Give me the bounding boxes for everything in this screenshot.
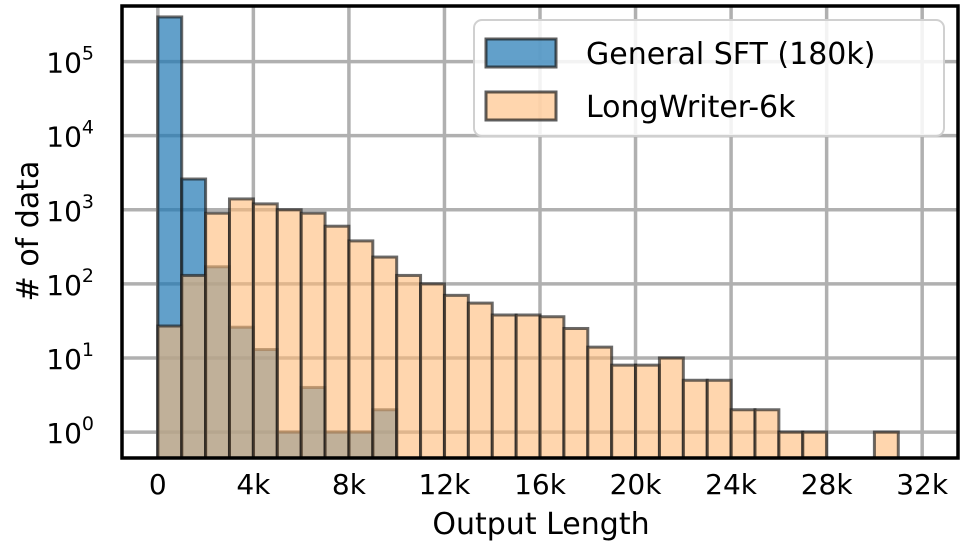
x-tick-label: 24k	[705, 468, 758, 501]
y-tick-label: 102	[46, 265, 94, 302]
legend: General SFT (180k) LongWriter-6k	[473, 19, 945, 137]
histogram-bar	[442, 293, 470, 460]
y-tick-base: 10	[46, 417, 82, 450]
series-longwriter	[156, 197, 900, 460]
y-axis-label: # of data	[11, 161, 46, 302]
histogram-bar	[634, 363, 661, 460]
histogram-bar	[753, 408, 781, 460]
x-tick-label: 12k	[419, 468, 472, 501]
y-tick-exponent: 5	[82, 43, 94, 65]
histogram-bar	[395, 273, 423, 460]
y-tick-label: 104	[46, 117, 94, 154]
x-tick-label: 16k	[514, 468, 567, 501]
y-tick-label: 100	[46, 413, 94, 450]
histogram-bar	[156, 324, 184, 460]
legend-swatch	[484, 37, 558, 69]
histogram-bar	[538, 315, 566, 460]
x-tick-label: 32k	[896, 468, 949, 501]
y-tick-label: 101	[46, 339, 94, 376]
x-tick-label: 0	[149, 468, 167, 501]
legend-label: LongWriter-6k	[586, 90, 796, 125]
histogram-bar	[204, 211, 231, 460]
legend-label: General SFT (180k)	[586, 37, 875, 72]
histogram-bar	[299, 211, 327, 460]
y-tick-exponent: 0	[82, 413, 94, 435]
legend-box	[473, 19, 945, 137]
plot-border	[120, 4, 960, 460]
y-tick-base: 10	[46, 343, 82, 376]
legend-swatch	[484, 90, 558, 122]
histogram-bar	[514, 313, 542, 460]
histogram-bar	[777, 430, 805, 460]
x-tick-label: 20k	[610, 468, 663, 501]
x-tick-label: 8k	[332, 468, 367, 501]
histogram-bar	[586, 345, 614, 460]
histogram-bar	[251, 202, 279, 460]
y-tick-base: 10	[46, 195, 82, 228]
y-tick-exponent: 3	[82, 191, 94, 213]
histogram-bar	[801, 430, 829, 460]
histogram-bar	[490, 313, 518, 460]
histogram-bar	[657, 356, 685, 460]
x-axis-label: Output Length	[432, 507, 649, 542]
histogram-bar	[562, 326, 590, 460]
histogram-bar	[610, 363, 638, 460]
histogram-bar	[227, 197, 255, 460]
y-tick-label: 105	[46, 43, 94, 80]
x-tick-label: 4k	[236, 468, 271, 501]
histogram-bar	[729, 408, 757, 460]
y-tick-base: 10	[46, 121, 82, 154]
histogram-bar	[323, 224, 351, 460]
x-tick-label: 28k	[801, 468, 854, 501]
y-tick-base: 10	[46, 269, 82, 302]
plot-frame	[120, 4, 960, 460]
y-tick-base: 10	[46, 47, 82, 80]
histogram-bar	[275, 208, 303, 460]
histogram-bar	[872, 430, 900, 460]
histogram-bar	[681, 378, 709, 460]
y-tick-exponent: 4	[82, 117, 94, 139]
y-tick-label: 103	[46, 191, 94, 228]
histogram-bar	[347, 239, 375, 460]
histogram-bar	[419, 282, 446, 460]
tick-labels: 0 4k 8k 12k 16k 20k 24k 28k 32k10010110210310410…	[46, 43, 949, 501]
histogram-bar	[466, 301, 494, 460]
histogram-bar	[180, 273, 208, 460]
bars-layer	[156, 15, 900, 460]
histogram-bar	[705, 378, 733, 460]
y-tick-exponent: 2	[82, 265, 94, 287]
histogram-bar	[371, 255, 399, 460]
y-tick-exponent: 1	[82, 339, 94, 361]
